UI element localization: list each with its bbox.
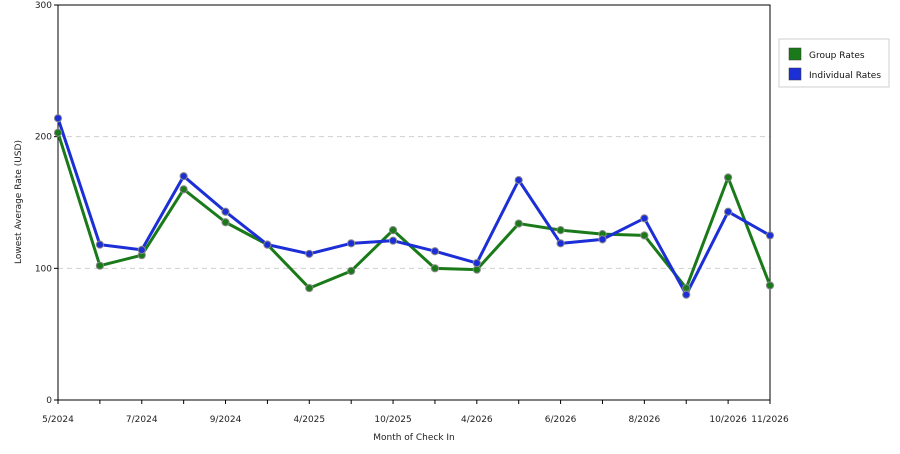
- x-tick-label: 8/2026: [629, 415, 661, 425]
- data-point-1: [305, 249, 314, 258]
- data-point-0: [388, 226, 398, 235]
- grid: [58, 136, 770, 269]
- data-point-1: [430, 247, 440, 256]
- data-point-1: [221, 207, 230, 216]
- data-point-0: [95, 261, 104, 270]
- data-point-1: [137, 245, 146, 254]
- data-point-0: [514, 219, 523, 228]
- x-tick-label: 7/2024: [126, 415, 158, 425]
- data-point-0: [347, 266, 356, 276]
- plot-frame: [57, 4, 771, 401]
- x-axis-title: Month of Check In: [373, 433, 455, 443]
- x-tick-label: 11/2026: [751, 415, 789, 425]
- x-tick-label: 5/2024: [42, 415, 74, 425]
- x-tick-label: 10/2026: [709, 415, 747, 425]
- data-point-1: [263, 240, 272, 249]
- y-tick-label: 200: [35, 133, 52, 143]
- series-line-1: [56, 116, 772, 297]
- data-point-1: [682, 290, 691, 299]
- data-point-1: [598, 235, 607, 244]
- data-point-0: [765, 281, 775, 290]
- data-point-0: [179, 185, 188, 194]
- data-point-1: [95, 240, 104, 249]
- data-point-1: [472, 258, 481, 268]
- data-point-1: [514, 176, 523, 185]
- data-point-1: [179, 172, 188, 181]
- y-axis-title: Lowest Average Rate (USD): [14, 140, 24, 264]
- data-point-1: [765, 231, 775, 240]
- legend: Group Rates Individual Rates: [778, 38, 890, 88]
- y-tick-label: 300: [35, 1, 52, 11]
- x-tick-label: 6/2026: [545, 415, 577, 425]
- data-point-1: [724, 207, 733, 216]
- data-point-0: [53, 128, 63, 137]
- x-tick-label: 4/2026: [461, 415, 493, 425]
- x-tick-label: 10/2025: [374, 415, 411, 425]
- data-point-1: [53, 114, 63, 123]
- axes: 0 100 200 300 5/2024 7/2024 9/2024 4/2025 10/202…: [35, 1, 789, 425]
- data-point-0: [556, 226, 565, 235]
- legend-label: Individual Rates: [809, 71, 881, 81]
- data-point-0: [221, 218, 230, 227]
- data-point-1: [388, 236, 398, 245]
- y-tick-label: 100: [35, 264, 52, 274]
- legend-swatch: [788, 67, 802, 81]
- data-point-1: [640, 214, 649, 223]
- x-tick-label: 9/2024: [210, 415, 242, 425]
- y-tick-label: 0: [46, 396, 52, 406]
- data-point-1: [347, 239, 356, 248]
- data-point-0: [430, 264, 440, 273]
- data-point-0: [640, 231, 649, 240]
- data-point-1: [556, 239, 565, 248]
- data-point-0: [724, 173, 733, 182]
- data-point-0: [305, 283, 314, 293]
- x-tick-label: 4/2025: [293, 415, 325, 425]
- series: [53, 114, 775, 299]
- legend-label: Group Rates: [809, 51, 865, 61]
- legend-swatch: [788, 47, 802, 61]
- series-line-0: [56, 131, 772, 290]
